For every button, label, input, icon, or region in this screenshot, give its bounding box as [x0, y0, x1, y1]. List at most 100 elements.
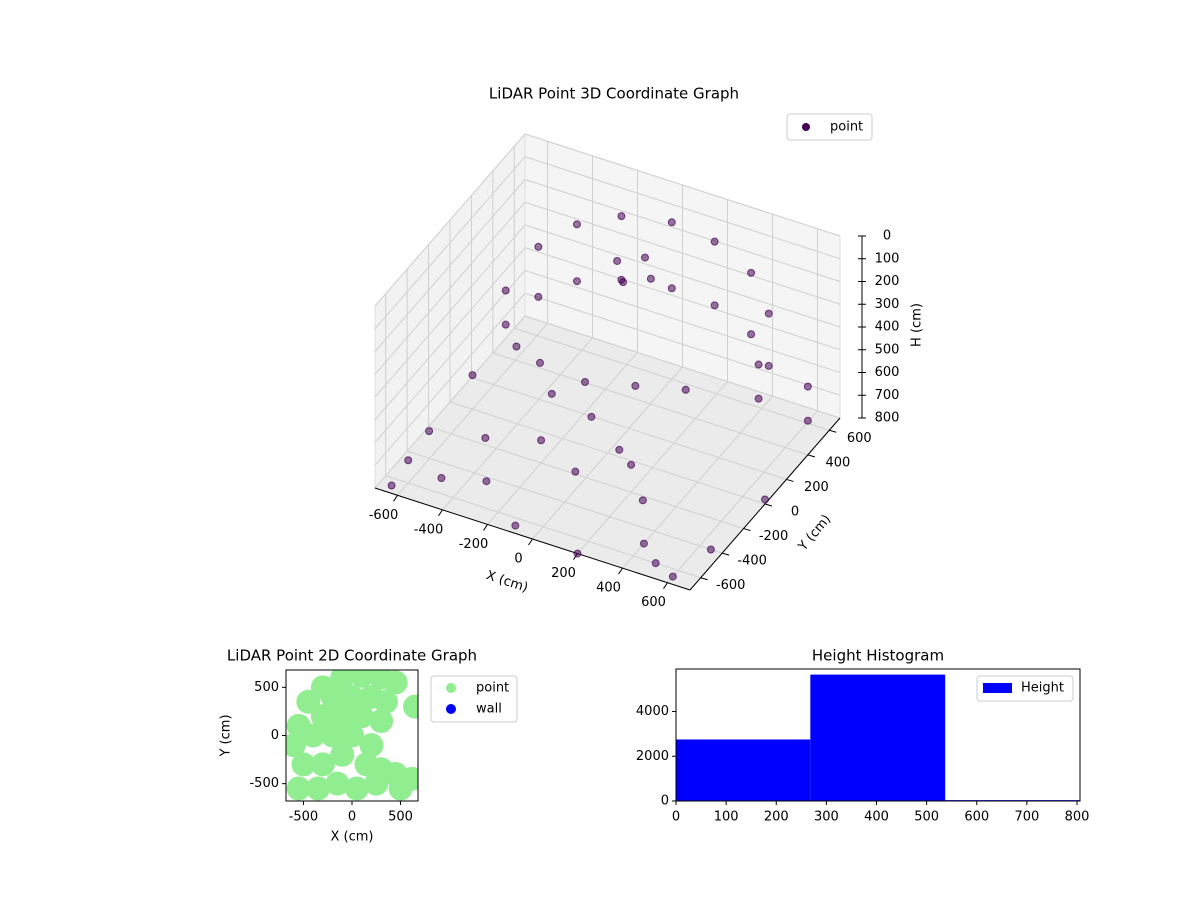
point: [706, 545, 715, 554]
z-tick-label: 800: [875, 411, 900, 426]
chart-title: Height Histogram: [812, 647, 944, 665]
point: [619, 278, 628, 287]
point: [639, 539, 648, 548]
z-tick-label: 700: [875, 388, 900, 403]
point: [512, 342, 521, 351]
point: [373, 689, 398, 714]
grid-line: [374, 201, 526, 375]
x-tick-label: 600: [964, 810, 989, 825]
bar: [676, 739, 811, 801]
point: [301, 723, 326, 748]
z-tick-label: 100: [875, 251, 900, 266]
point: [340, 684, 364, 709]
point: [425, 427, 434, 436]
x-tick-label: 400: [864, 810, 889, 825]
point: [613, 256, 622, 265]
y-tick-label: 0: [661, 794, 669, 809]
point: [764, 361, 773, 370]
grid-line: [449, 401, 766, 505]
legend-marker: [983, 683, 1012, 693]
point: [330, 670, 355, 690]
y-tick-label: 200: [804, 480, 829, 495]
tick-mark: [764, 503, 773, 507]
point: [400, 766, 418, 791]
grid-line: [471, 376, 787, 480]
x-tick-label: 300: [814, 810, 839, 825]
point: [646, 274, 655, 283]
y-tick-label: 400: [825, 455, 850, 470]
point: [482, 477, 491, 486]
tick-mark: [743, 528, 751, 532]
grid-line: [374, 156, 526, 330]
point: [511, 521, 520, 530]
z-tick-label: 300: [875, 297, 900, 312]
point: [306, 776, 331, 801]
point: [296, 689, 321, 714]
point: [587, 412, 596, 421]
chart-title: LiDAR Point 3D Coordinate Graph: [489, 85, 739, 103]
point: [534, 292, 543, 301]
x-tick-label: 500: [388, 810, 413, 825]
point: [286, 733, 306, 758]
point: [764, 309, 773, 318]
y-axis-label: Y (cm): [219, 714, 234, 757]
point: [501, 320, 510, 329]
tick-mark: [700, 577, 708, 581]
x-tick-label: 0: [672, 810, 680, 825]
grid-line: [406, 450, 723, 554]
point: [320, 684, 345, 709]
point: [349, 670, 374, 688]
x-axis-label: X (cm): [331, 830, 374, 845]
x-tick-label: 200: [551, 566, 576, 581]
grid-line: [524, 179, 841, 282]
y-axis-label: Y (cm): [795, 512, 834, 555]
point: [310, 752, 335, 777]
bar: [810, 674, 946, 801]
legend-box: [786, 113, 873, 141]
y-tick-label: 500: [254, 680, 279, 695]
x-tick-label: 200: [764, 810, 789, 825]
y-tick-label: -500: [249, 776, 279, 791]
point: [291, 752, 316, 777]
point: [320, 723, 345, 748]
tick-mark: [438, 509, 443, 517]
tick-mark: [722, 552, 730, 556]
point: [325, 771, 350, 796]
point: [754, 360, 763, 369]
tick-mark: [786, 478, 794, 482]
grid-line: [492, 352, 809, 456]
grid-line: [385, 475, 701, 579]
grid-line: [374, 133, 526, 307]
point: [403, 694, 418, 719]
x-tick-label: 0: [348, 810, 356, 825]
legend-label: point: [830, 120, 863, 135]
grid-line: [524, 270, 841, 373]
point: [572, 220, 581, 229]
grid-line: [374, 247, 526, 421]
point: [344, 776, 369, 801]
legend-label: Height: [1021, 681, 1064, 696]
point: [349, 704, 374, 729]
point: [383, 670, 408, 695]
point: [437, 474, 446, 482]
x-tick-label: 400: [596, 581, 621, 596]
point: [761, 495, 769, 504]
grid-line: [524, 315, 841, 419]
point: [501, 286, 510, 295]
y-tick-label: -600: [716, 578, 746, 593]
grid-line: [374, 292, 526, 466]
point: [667, 218, 676, 227]
legend-label: wall: [476, 702, 502, 717]
x-tick-label: 100: [714, 810, 739, 825]
point: [710, 301, 719, 310]
x-axis-label: X (cm): [484, 568, 530, 596]
point: [359, 733, 384, 758]
point: [803, 416, 812, 425]
x-tick-label: 0: [514, 552, 522, 567]
y-axis: [689, 417, 841, 591]
y-tick-label: 600: [847, 431, 872, 446]
grid-line: [524, 292, 841, 396]
y-tick-label: -200: [759, 529, 789, 544]
z-tick-label: 400: [875, 320, 900, 335]
